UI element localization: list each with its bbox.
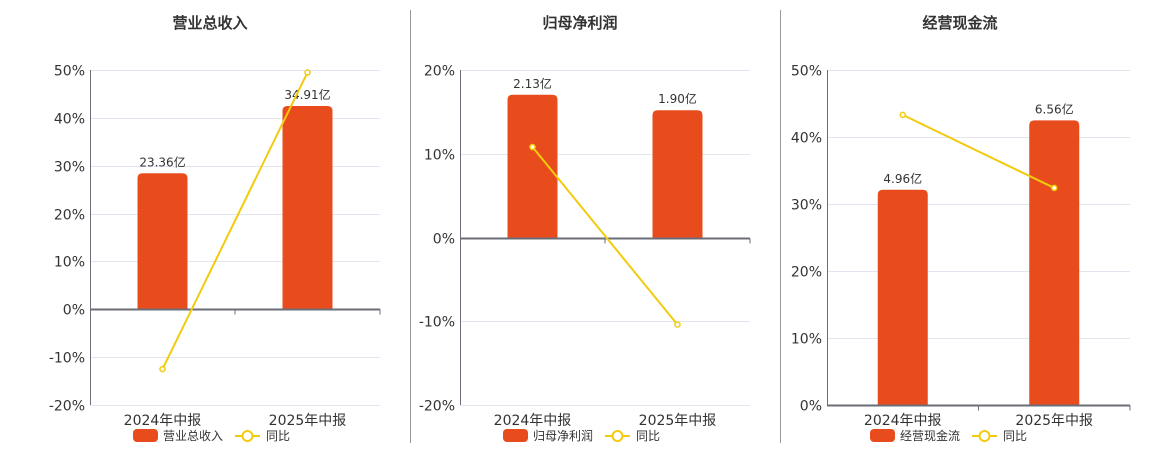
chart-title: 归母净利润 [542,14,617,32]
yoy-line [902,113,1055,189]
legend-bar-label: 营业总收入 [163,429,223,443]
bar [137,173,188,310]
bar [282,106,333,310]
bar [877,189,928,405]
y-tick-label: 10% [424,148,455,164]
yoy-line [531,146,679,326]
yoy-line [161,71,309,370]
y-tick-label: 30% [791,198,822,214]
y-tick-label: 40% [791,131,822,147]
yoy-point [304,69,311,76]
y-tick-label: 0% [433,232,455,248]
bar [1029,120,1080,405]
x-category-label: 2024年中报 [864,413,942,429]
bar-data-label: 6.56亿 [1035,101,1074,116]
y-tick-label: -20% [419,399,455,415]
y-tick-label: -10% [49,351,85,367]
legend-line-label: 同比 [636,429,660,443]
chart-title: 经营现金流 [922,14,997,32]
legend-bar-swatch [503,429,528,442]
chart-title: 营业总收入 [172,14,247,32]
y-tick-label: 20% [54,208,85,224]
bar-data-label: 2.13亿 [513,76,552,91]
legend-line-label: 同比 [266,429,290,443]
bar-data-label: 34.91亿 [284,87,330,102]
x-category-label: 2025年中报 [269,413,347,429]
y-tick-label: 50% [54,64,85,80]
legend-line-marker [978,430,991,442]
x-category-label: 2024年中报 [494,413,572,429]
legend-bar-label: 归母净利润 [533,429,593,443]
y-tick-label: 10% [791,332,822,348]
yoy-point [159,365,166,373]
legend-bar-swatch [870,429,895,442]
y-tick-label: 20% [791,265,822,281]
y-tick-label: 20% [424,64,455,80]
legend-line-marker [611,430,624,442]
bar-data-label: 1.90亿 [658,91,697,106]
yoy-point [529,143,536,151]
bar [507,94,558,238]
legend-line-marker [241,430,254,442]
yoy-point [899,111,906,119]
x-category-label: 2025年中报 [1015,413,1093,429]
y-tick-label: 30% [54,160,85,176]
y-tick-label: 0% [800,399,822,415]
y-tick-label: 0% [63,303,85,319]
bar [652,110,703,238]
y-tick-label: -10% [419,315,455,331]
legend-bar-label: 经营现金流 [900,428,960,443]
yoy-point [674,321,681,328]
bar-data-label: 4.96亿 [883,171,922,186]
bar-data-label: 23.36亿 [139,154,185,169]
y-tick-label: 10% [54,255,85,271]
legend-bar-swatch [133,429,158,442]
y-tick-label: 40% [54,112,85,128]
x-category-label: 2025年中报 [639,413,717,429]
yoy-point [1051,184,1058,192]
y-tick-label: -20% [49,399,85,415]
legend-line-label: 同比 [1003,429,1027,443]
y-tick-label: 50% [791,64,822,80]
x-category-label: 2024年中报 [124,413,202,429]
